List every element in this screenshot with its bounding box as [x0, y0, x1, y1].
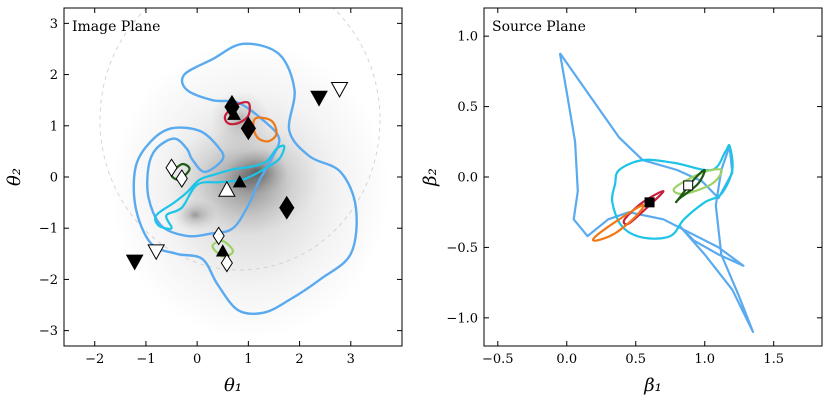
x-tick-label: 1.5 — [763, 352, 784, 367]
y-tick-label: −2 — [39, 273, 58, 288]
marker-diamond-open — [175, 169, 188, 188]
source-plane-markers — [644, 180, 694, 208]
x-tick-label: −2 — [85, 352, 104, 367]
marker-diamond-open — [220, 253, 233, 273]
source-plane-y-label: β₂ — [420, 168, 441, 187]
x-tick-label: −1 — [136, 352, 155, 367]
marker-diamond-filled — [279, 195, 295, 220]
y-tick-label: 0.0 — [457, 171, 478, 186]
caustic-curve-caustic — [558, 52, 755, 333]
source-plane-ticks: −0.5 0.0 0.5 1.0 1.5 −1.0 −0.5 0.0 0.5 1.0 — [446, 8, 822, 367]
y-tick-label: −1 — [39, 222, 58, 237]
marker-triangle-up-open — [218, 180, 236, 197]
y-tick-label: 2 — [50, 68, 58, 83]
x-tick-label: 0.5 — [625, 352, 646, 367]
caustic-curve-cyan — [610, 143, 734, 240]
marker-triangle-up-filled — [232, 175, 247, 188]
x-tick-label: 3 — [347, 352, 355, 367]
caustic-curve-orange — [591, 204, 645, 242]
x-tick-label: 0.0 — [556, 352, 577, 367]
marker-diamond-open — [165, 158, 178, 178]
marker-square-filled — [644, 197, 655, 208]
y-tick-label: 1 — [50, 119, 58, 134]
y-tick-label: 1.0 — [457, 30, 478, 45]
critical-curve-cyan — [154, 144, 286, 230]
marker-diamond-open — [212, 226, 225, 246]
image-plane-ticks: −2 −1 0 1 2 3 −3 −2 −1 0 1 2 3 — [39, 8, 402, 367]
image-plane-title: Image Plane — [72, 19, 160, 35]
y-tick-label: 0 — [50, 171, 58, 186]
marker-triangle-up-filled — [215, 244, 230, 257]
source-plane-background — [484, 8, 822, 346]
marker-triangle-down-filled — [310, 90, 328, 107]
image-plane-x-label: θ₁ — [224, 375, 242, 396]
x-tick-label: 0 — [193, 352, 201, 367]
source-plane-panel: −0.5 0.0 0.5 1.0 1.5 −1.0 −0.5 0.0 0.5 1.0 Source… — [420, 7, 823, 396]
marker-diamond-filled — [240, 116, 256, 141]
image-plane-y-label: θ₂ — [4, 168, 25, 186]
critical-curve-critical — [132, 42, 358, 316]
marker-triangle-down-open — [330, 82, 349, 98]
source-plane-title: Source Plane — [492, 19, 586, 35]
marker-square-open — [683, 180, 694, 191]
y-tick-label: −0.5 — [446, 241, 478, 256]
y-tick-label: 3 — [50, 17, 58, 32]
marker-triangle-down-open — [147, 244, 166, 261]
x-tick-label: −0.5 — [482, 352, 514, 367]
x-tick-label: 1.0 — [694, 352, 715, 367]
marker-triangle-up-filled — [227, 107, 241, 120]
image-plane-markers — [125, 82, 349, 273]
y-tick-label: −3 — [39, 324, 58, 339]
image-plane-curves — [132, 42, 358, 316]
y-tick-label: −1.0 — [446, 311, 478, 326]
image-plane-panel: −2 −1 0 1 2 3 −3 −2 −1 0 1 2 3 Image Plane θ₁ θ₂ — [4, 7, 403, 396]
source-plane-x-label: β₁ — [643, 375, 662, 396]
marker-triangle-down-filled — [125, 254, 144, 271]
y-tick-label: 0.5 — [457, 100, 478, 115]
x-tick-label: 1 — [244, 352, 252, 367]
x-tick-label: 2 — [295, 352, 303, 367]
